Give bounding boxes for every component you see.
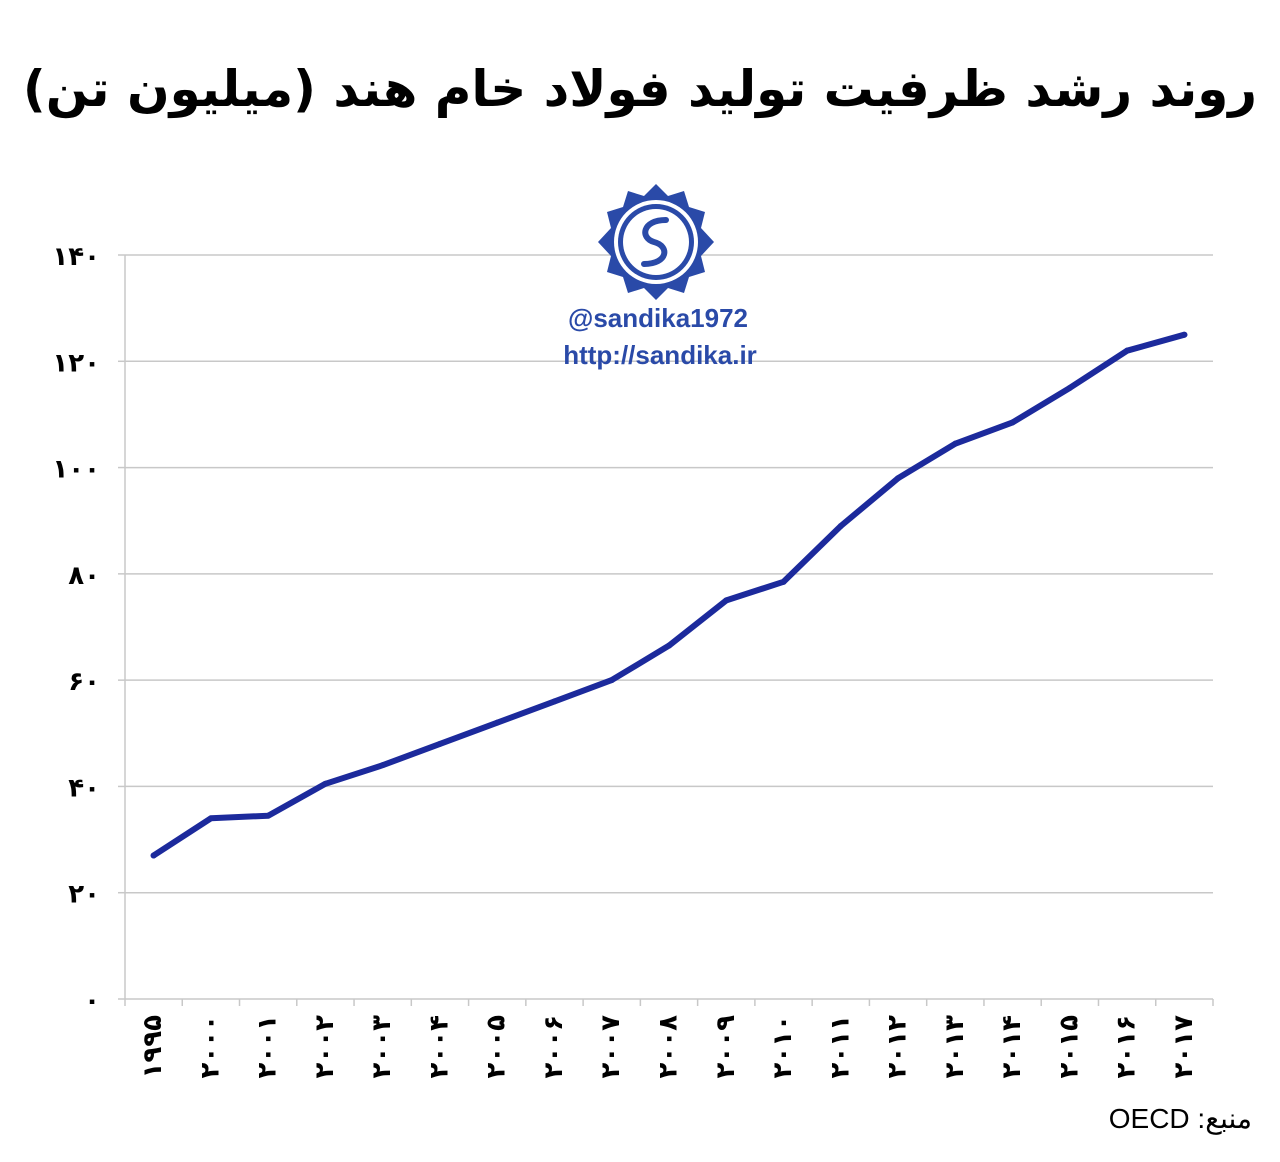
y-tick-label: ۱۲۰ [52,348,100,378]
data-point [1181,331,1188,338]
data-point [436,740,443,747]
x-tick-label: ۲۰۱۷ [1169,1015,1199,1079]
data-point [1066,384,1073,391]
x-tick-label: ۲۰۱۲ [883,1015,913,1079]
y-tick-label: ۲۰ [68,880,100,910]
data-point [1009,419,1016,426]
watermark: @sandika1972 http://sandika.ir [563,184,757,370]
x-tick-label: ۲۰۱۳ [940,1015,970,1079]
x-tick-label: ۲۰۰۷ [596,1015,626,1079]
data-point [1124,347,1131,354]
x-tick-label: ۲۰۱۵ [1054,1015,1084,1079]
x-tick-label: ۲۰۰۴ [424,1015,454,1078]
source-note: منبع: OECD [1108,1103,1252,1134]
x-tick-label: ۲۰۱۰ [768,1015,798,1078]
data-point [666,642,672,649]
x-tick-label: ۲۰۰۳ [367,1015,397,1079]
data-point [322,780,329,787]
y-tick-label: ۰ [84,986,100,1016]
data-point [723,597,730,604]
x-tick-labels: ۱۹۹۵ ۲۰۰۰ ۲۰۰۱ ۲۰۰۲ ۲۰۰۳ ۲۰۰۴ ۲۰۰۵ ۲۰۰۶ ۲۰۰۷ ۲۰۰۸… [138,1015,1199,1079]
x-tick-label: ۲۰۰۰ [195,1015,225,1078]
x-tick-label: ۱۹۹۵ [138,1015,168,1079]
y-tick-label: ۱۰۰ [52,455,100,485]
axes [124,255,1213,1000]
chart-title: روند رشد ظرفیت تولید فولاد خام هند (میلی… [22,60,1258,118]
data-point [494,719,501,726]
y-tick-label: ۶۰ [68,667,100,697]
data-point [379,762,386,769]
y-tick-label: ۸۰ [68,561,100,591]
x-tick-label: ۲۰۱۱ [825,1015,855,1078]
x-tick-label: ۲۰۰۶ [539,1015,569,1078]
series-layer [150,331,1188,859]
x-tick-label: ۲۰۰۵ [482,1015,512,1079]
x-tick-label: ۲۰۰۲ [310,1015,340,1079]
data-point [150,852,157,859]
x-tick-label: ۲۰۰۱ [253,1015,283,1078]
data-point [780,578,787,585]
data-point [837,523,844,530]
y-tick-labels: ۰ ۲۰ ۴۰ ۶۰ ۸۰ ۱۰۰ ۱۲۰ ۱۴۰ [52,242,100,1016]
y-tick-label: ۴۰ [68,773,100,803]
x-tick-label: ۲۰۱۶ [1112,1015,1142,1078]
x-tick-label: ۲۰۰۸ [654,1015,684,1079]
sandika-gear-logo-icon [598,184,714,300]
data-point [608,677,615,684]
data-point [952,440,959,447]
watermark-url: http://sandika.ir [563,340,757,370]
x-tick-label: ۲۰۰۹ [711,1015,741,1079]
data-point [265,812,272,819]
data-point [895,475,902,482]
y-tick-label: ۱۴۰ [52,242,100,272]
data-point [207,815,214,822]
data-point [551,698,558,705]
x-tick-label: ۲۰۱۴ [997,1015,1027,1078]
watermark-handle: @sandika1972 [568,303,748,333]
series-line [150,331,1188,859]
